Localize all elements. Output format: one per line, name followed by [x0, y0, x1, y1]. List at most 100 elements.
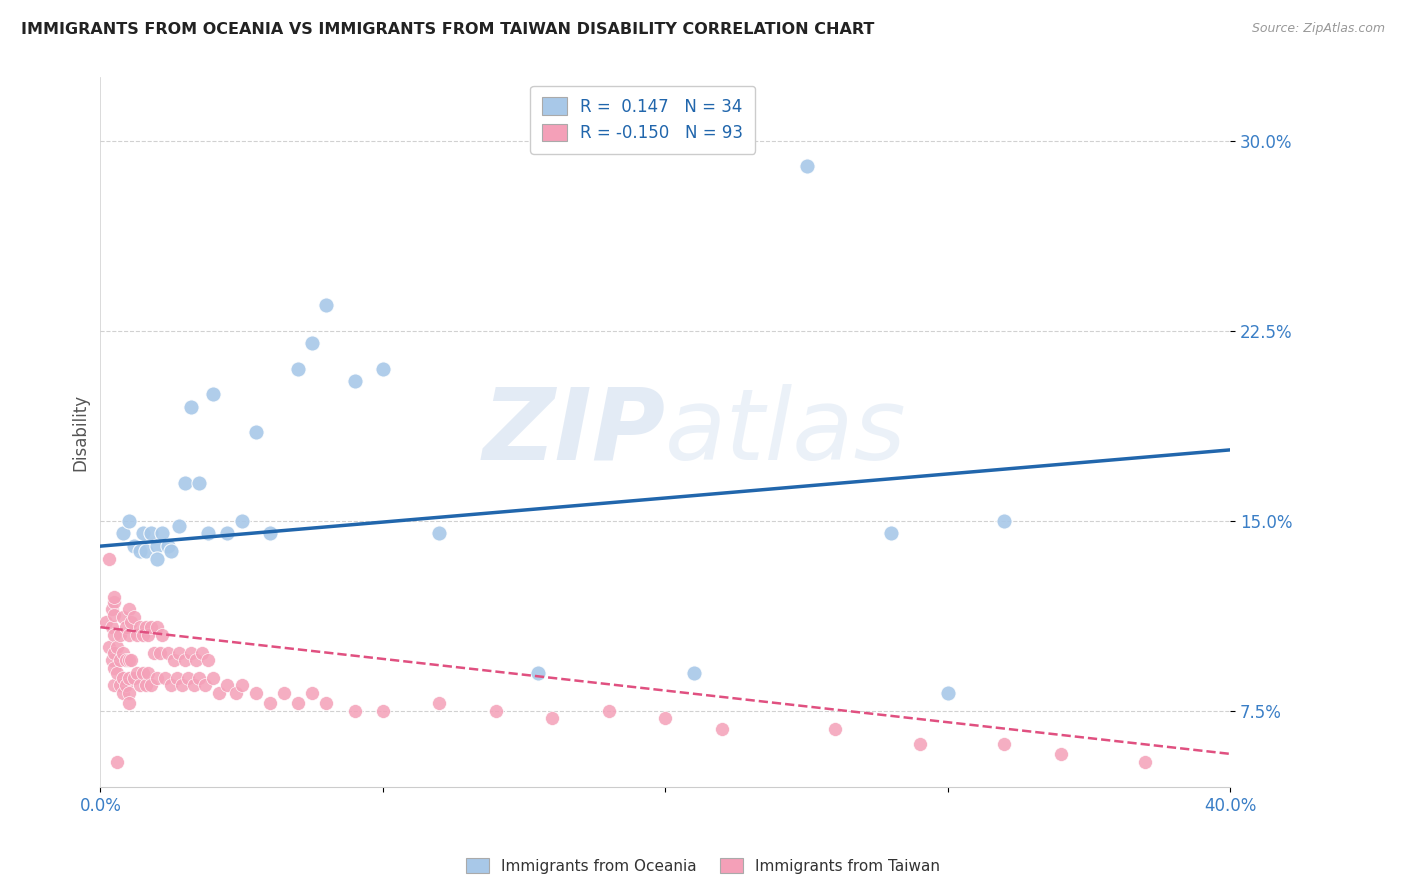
- Point: [177, 671, 200, 685]
- Legend: Immigrants from Oceania, Immigrants from Taiwan: Immigrants from Oceania, Immigrants from…: [460, 852, 946, 880]
- Point: [120, 615, 142, 629]
- Point: [217, 526, 239, 541]
- Point: [117, 696, 139, 710]
- Point: [231, 678, 253, 692]
- Legend: R =  0.147   N = 34, R = -0.150   N = 93: R = 0.147 N = 34, R = -0.150 N = 93: [530, 86, 755, 153]
- Point: [117, 628, 139, 642]
- Point: [117, 653, 139, 667]
- Point: [194, 678, 217, 692]
- Point: [880, 526, 903, 541]
- Point: [146, 620, 169, 634]
- Point: [114, 620, 136, 634]
- Point: [143, 646, 166, 660]
- Point: [710, 722, 733, 736]
- Point: [245, 686, 267, 700]
- Point: [197, 653, 219, 667]
- Point: [908, 737, 931, 751]
- Point: [172, 678, 194, 692]
- Point: [231, 514, 253, 528]
- Point: [197, 526, 219, 541]
- Point: [160, 544, 183, 558]
- Point: [94, 615, 117, 629]
- Point: [183, 678, 205, 692]
- Point: [169, 519, 191, 533]
- Point: [188, 671, 211, 685]
- Point: [138, 665, 160, 680]
- Point: [152, 628, 174, 642]
- Point: [108, 678, 131, 692]
- Point: [174, 653, 197, 667]
- Point: [132, 628, 155, 642]
- Point: [135, 544, 157, 558]
- Point: [135, 678, 157, 692]
- Point: [427, 526, 450, 541]
- Point: [202, 387, 225, 401]
- Point: [103, 678, 125, 692]
- Point: [371, 361, 394, 376]
- Point: [598, 704, 620, 718]
- Point: [202, 671, 225, 685]
- Point: [824, 722, 846, 736]
- Point: [132, 526, 155, 541]
- Point: [108, 653, 131, 667]
- Point: [111, 610, 134, 624]
- Point: [97, 640, 120, 655]
- Point: [141, 620, 163, 634]
- Point: [174, 475, 197, 490]
- Point: [993, 514, 1015, 528]
- Point: [287, 361, 309, 376]
- Point: [108, 628, 131, 642]
- Point: [111, 671, 134, 685]
- Point: [117, 602, 139, 616]
- Point: [315, 696, 337, 710]
- Point: [191, 646, 214, 660]
- Point: [152, 526, 174, 541]
- Point: [132, 665, 155, 680]
- Text: ZIP: ZIP: [482, 384, 665, 481]
- Point: [125, 665, 148, 680]
- Point: [146, 671, 169, 685]
- Point: [103, 607, 125, 622]
- Point: [111, 646, 134, 660]
- Point: [138, 628, 160, 642]
- Point: [100, 602, 122, 616]
- Point: [301, 336, 323, 351]
- Point: [654, 711, 676, 725]
- Point: [105, 665, 128, 680]
- Point: [157, 646, 180, 660]
- Point: [120, 653, 142, 667]
- Point: [103, 661, 125, 675]
- Point: [135, 620, 157, 634]
- Point: [111, 526, 134, 541]
- Point: [100, 653, 122, 667]
- Point: [114, 678, 136, 692]
- Point: [427, 696, 450, 710]
- Point: [1135, 755, 1157, 769]
- Point: [343, 704, 366, 718]
- Point: [180, 646, 202, 660]
- Point: [259, 526, 281, 541]
- Text: IMMIGRANTS FROM OCEANIA VS IMMIGRANTS FROM TAIWAN DISABILITY CORRELATION CHART: IMMIGRANTS FROM OCEANIA VS IMMIGRANTS FR…: [21, 22, 875, 37]
- Point: [1049, 747, 1071, 761]
- Point: [146, 551, 169, 566]
- Point: [141, 526, 163, 541]
- Point: [122, 610, 145, 624]
- Point: [169, 646, 191, 660]
- Y-axis label: Disability: Disability: [72, 393, 89, 471]
- Point: [301, 686, 323, 700]
- Point: [287, 696, 309, 710]
- Point: [259, 696, 281, 710]
- Point: [936, 686, 959, 700]
- Point: [245, 425, 267, 439]
- Point: [160, 678, 183, 692]
- Point: [541, 711, 564, 725]
- Point: [128, 544, 150, 558]
- Point: [114, 653, 136, 667]
- Point: [111, 686, 134, 700]
- Point: [225, 686, 247, 700]
- Point: [485, 704, 508, 718]
- Point: [103, 646, 125, 660]
- Point: [157, 539, 180, 553]
- Point: [105, 755, 128, 769]
- Point: [117, 671, 139, 685]
